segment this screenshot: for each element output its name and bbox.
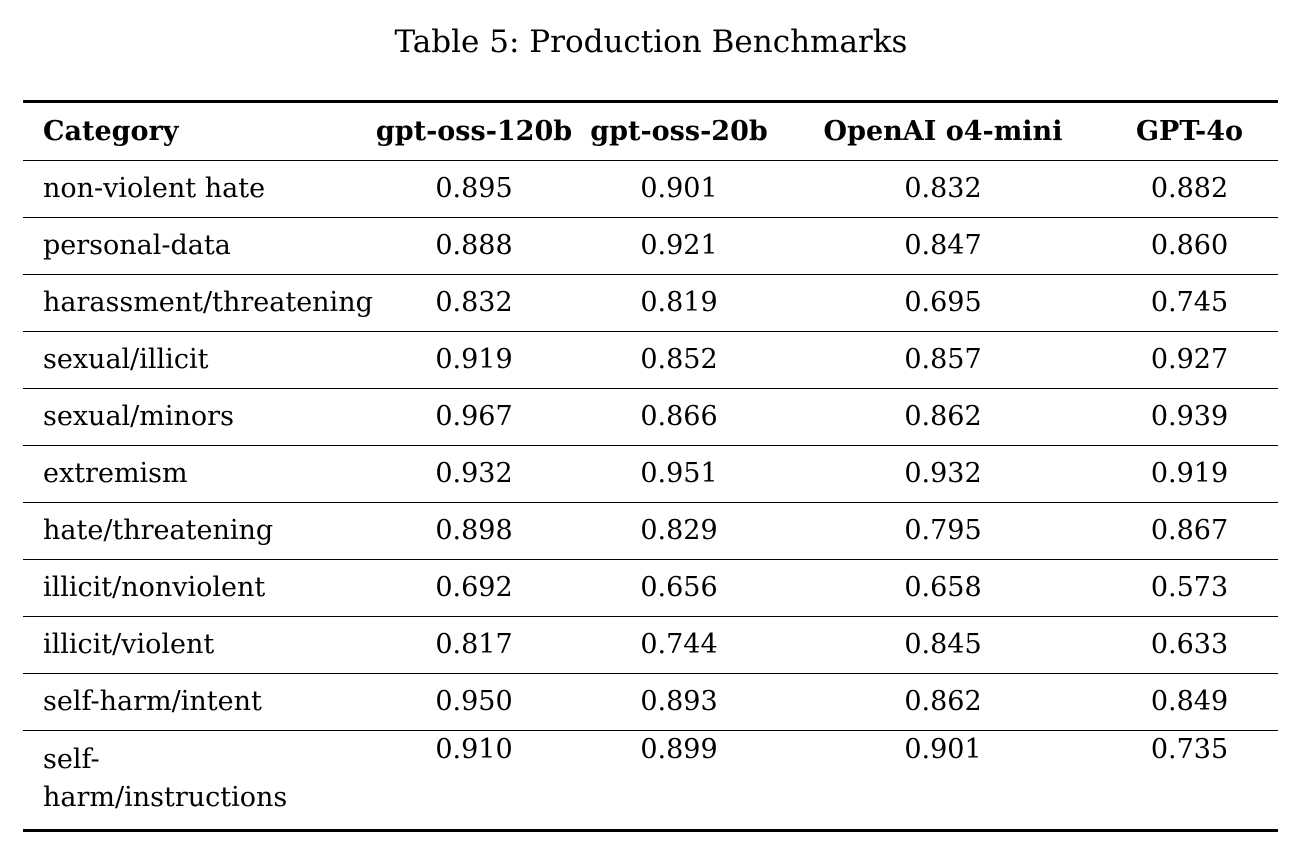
table-row: personal-data 0.888 0.921 0.847 0.860: [23, 217, 1278, 275]
value-gpt-oss-120b: 0.910: [435, 734, 513, 765]
table-row: sexual/illicit 0.919 0.852 0.857 0.927: [23, 331, 1278, 389]
value-gpt-oss-120b: 0.919: [375, 331, 573, 389]
header-gpt-oss-20b: gpt-oss-20b: [573, 101, 785, 161]
table-row: hate/threatening 0.898 0.829 0.795 0.867: [23, 502, 1278, 560]
header-gpt-oss-120b: gpt-oss-120b: [375, 101, 573, 161]
value-o4-mini: 0.832: [785, 160, 1101, 218]
value-gpt-oss-20b: 0.656: [573, 559, 785, 617]
header-category: Category: [23, 101, 375, 161]
value-gpt-oss-20b: 0.899: [640, 734, 718, 765]
value-gpt-4o: 0.867: [1101, 502, 1278, 560]
value-gpt-oss-120b: 0.895: [375, 160, 573, 218]
value-o4-mini: 0.901: [904, 734, 982, 765]
header-gpt-4o: GPT-4o: [1101, 101, 1278, 161]
value-o4-mini: 0.658: [785, 559, 1101, 617]
value-gpt-oss-120b: 0.817: [375, 616, 573, 674]
value-gpt-oss-120b: 0.932: [375, 445, 573, 503]
value-gpt-oss-20b: 0.901: [573, 160, 785, 218]
table-caption: Table 5: Production Benchmarks: [394, 24, 908, 60]
table-row: extremism 0.932 0.951 0.932 0.919: [23, 445, 1278, 503]
table-row: non-violent hate 0.895 0.901 0.832 0.882: [23, 160, 1278, 218]
value-gpt-4o: 0.573: [1101, 559, 1278, 617]
value-gpt-4o: 0.919: [1101, 445, 1278, 503]
value-gpt-4o: 0.745: [1101, 274, 1278, 332]
value-gpt-oss-20b: 0.819: [573, 274, 785, 332]
category-line: harm/instructions: [43, 782, 288, 813]
value-gpt-4o: 0.939: [1101, 388, 1278, 446]
category-cell: personal-data: [23, 217, 375, 275]
value-o4-mini: 0.862: [785, 673, 1101, 731]
table-row: sexual/minors 0.967 0.866 0.862 0.939: [23, 388, 1278, 446]
header-o4-mini: OpenAI o4-mini: [785, 101, 1101, 161]
value-gpt-4o: 0.849: [1101, 673, 1278, 731]
category-cell: non-violent hate: [23, 160, 375, 218]
value-gpt-oss-20b: 0.852: [573, 331, 785, 389]
value-gpt-4o: 0.927: [1101, 331, 1278, 389]
value-o4-mini: 0.845: [785, 616, 1101, 674]
value-o4-mini: 0.862: [785, 388, 1101, 446]
table-row: illicit/nonviolent 0.692 0.656 0.658 0.573: [23, 559, 1278, 617]
table-header-row: Category gpt-oss-120b gpt-oss-20b OpenAI…: [23, 101, 1278, 161]
value-gpt-oss-120b: 0.967: [375, 388, 573, 446]
category-cell: sexual/illicit: [23, 331, 375, 389]
category-cell: hate/threatening: [23, 502, 375, 560]
value-o4-mini: 0.847: [785, 217, 1101, 275]
category-cell: self-harm/instructions: [23, 731, 375, 831]
table-row: illicit/violent 0.817 0.744 0.845 0.633: [23, 616, 1278, 674]
category-cell: harassment/threatening: [23, 274, 375, 332]
value-gpt-4o: 0.882: [1101, 160, 1278, 218]
value-gpt-oss-20b: 0.951: [573, 445, 785, 503]
value-gpt-oss-120b: 0.832: [375, 274, 573, 332]
value-o4-mini: 0.695: [785, 274, 1101, 332]
value-gpt-oss-20b: 0.744: [573, 616, 785, 674]
value-o4-mini: 0.857: [785, 331, 1101, 389]
value-o4-mini: 0.932: [785, 445, 1101, 503]
value-gpt-4o: 0.735: [1150, 734, 1229, 765]
benchmark-table: Category gpt-oss-120b gpt-oss-20b OpenAI…: [23, 100, 1278, 832]
table-row: self-harm/intent 0.950 0.893 0.862 0.849: [23, 673, 1278, 731]
value-gpt-oss-120b: 0.898: [375, 502, 573, 560]
category-cell: sexual/minors: [23, 388, 375, 446]
category-cell: extremism: [23, 445, 375, 503]
value-gpt-oss-120b: 0.950: [375, 673, 573, 731]
table-row: self-harm/instructions 0.910 0.899 0.901 0.7…: [23, 731, 1278, 831]
category-line: self-: [43, 744, 100, 775]
value-gpt-oss-20b: 0.921: [573, 217, 785, 275]
category-cell: illicit/violent: [23, 616, 375, 674]
value-gpt-oss-120b: 0.692: [375, 559, 573, 617]
value-gpt-4o: 0.633: [1101, 616, 1278, 674]
value-gpt-oss-20b: 0.893: [573, 673, 785, 731]
value-gpt-oss-120b: 0.888: [375, 217, 573, 275]
category-cell: self-harm/intent: [23, 673, 375, 731]
category-cell: illicit/nonviolent: [23, 559, 375, 617]
value-o4-mini: 0.795: [785, 502, 1101, 560]
value-gpt-oss-20b: 0.866: [573, 388, 785, 446]
table-row: harassment/threatening 0.832 0.819 0.695 0.7…: [23, 274, 1278, 332]
value-gpt-4o: 0.860: [1101, 217, 1278, 275]
value-gpt-oss-20b: 0.829: [573, 502, 785, 560]
table-body: non-violent hate 0.895 0.901 0.832 0.882 pers…: [23, 160, 1278, 831]
